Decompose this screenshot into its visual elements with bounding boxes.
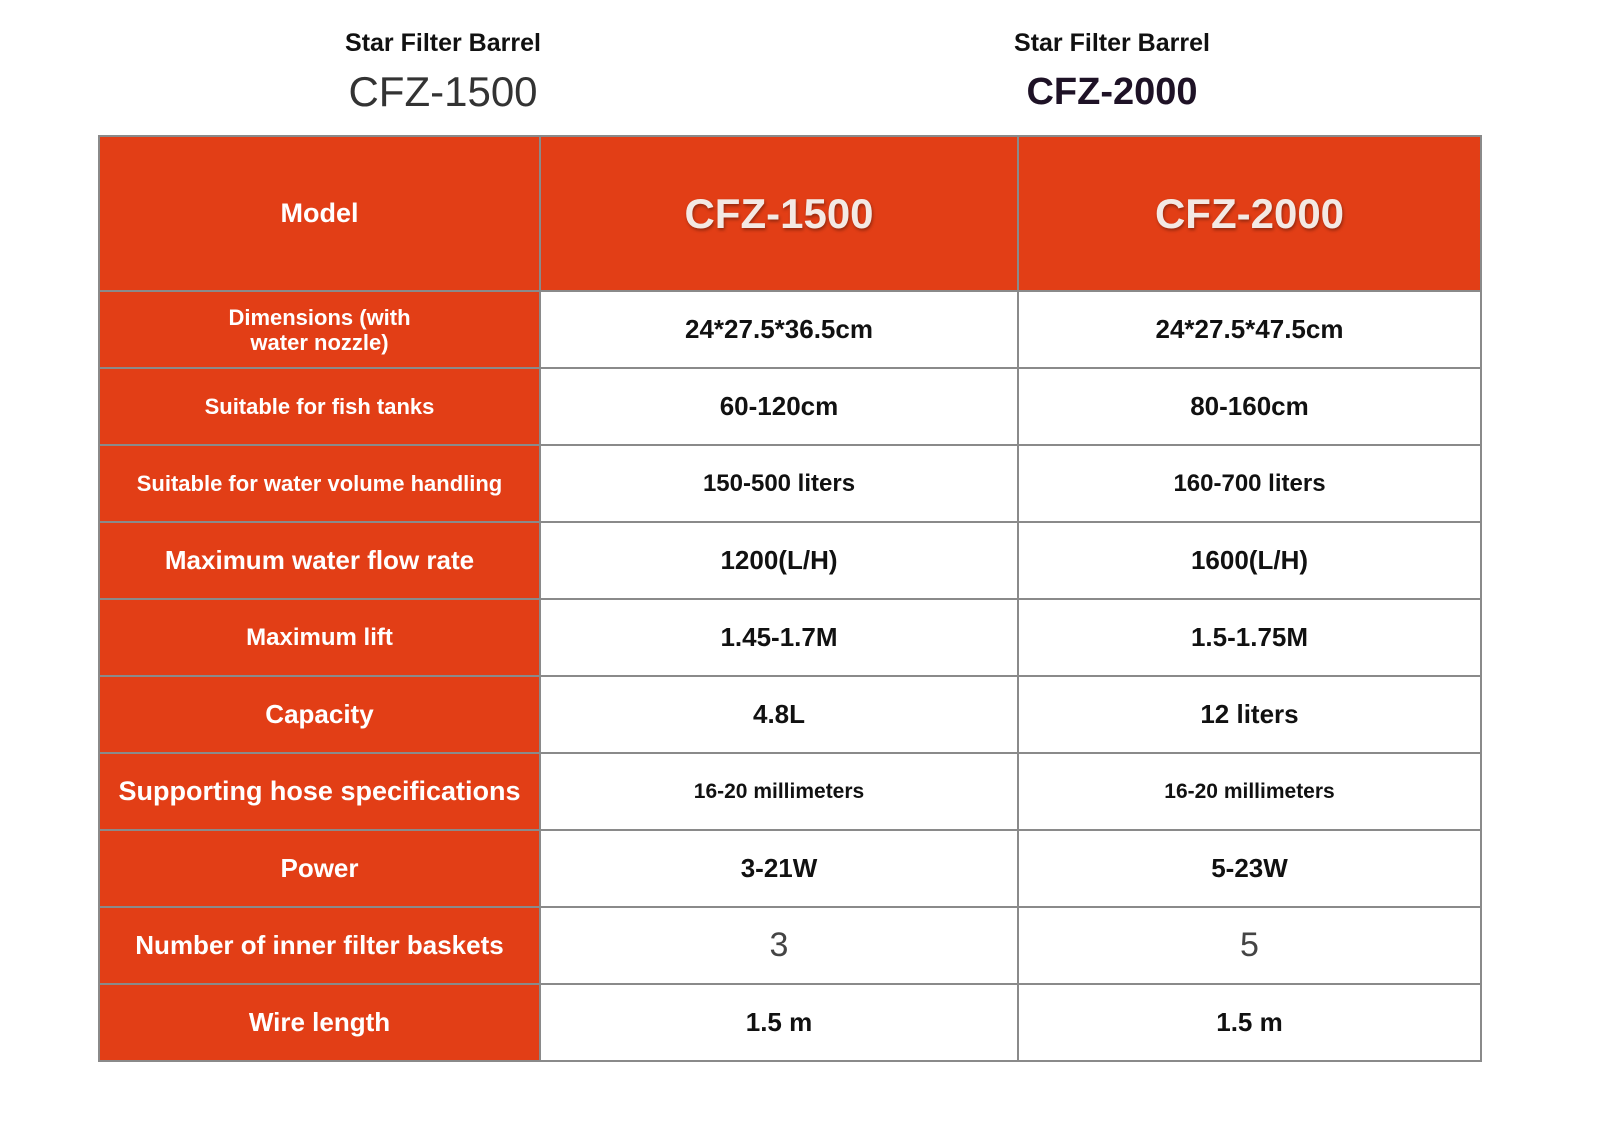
spec-value: 24*27.5*36.5cm [539, 290, 1019, 369]
row-label-text: Capacity [265, 699, 374, 729]
table-row: Capacity 4.8L 12 liters [98, 675, 1482, 754]
spec-value: 1.5 m [539, 983, 1019, 1062]
spec-table: Model CFZ-1500 CFZ-2000 Dimensions (with w… [98, 135, 1482, 1062]
row-label: Suitable for fish tanks [98, 367, 541, 446]
spec-value: 60-120cm [539, 367, 1019, 446]
row-label: Capacity [98, 675, 541, 754]
spec-value: 3 [539, 906, 1019, 985]
table-row: Suitable for water volume handling 150-50… [98, 444, 1482, 523]
spec-value: 1.5 m [1017, 983, 1482, 1062]
column-header: Model [98, 135, 541, 292]
spec-value: 160-700 liters [1017, 444, 1482, 523]
row-label-text: Number of inner filter baskets [135, 930, 504, 960]
row-label-text: Supporting hose specifications [118, 776, 521, 806]
column-header: CFZ-1500 [539, 135, 1019, 292]
spec-value: 80-160cm [1017, 367, 1482, 446]
spec-value: 1.5-1.75M [1017, 598, 1482, 677]
spec-value: 5-23W [1017, 829, 1482, 908]
table-row: Maximum lift 1.45-1.7M 1.5-1.75M [98, 598, 1482, 677]
header-row: Model CFZ-1500 CFZ-2000 [98, 135, 1482, 292]
table-row: Power 3-21W 5-23W [98, 829, 1482, 908]
row-label: Dimensions (with water nozzle) [98, 290, 541, 369]
row-label: Maximum lift [98, 598, 541, 677]
row-label-text: Dimensions (with water nozzle) [228, 304, 411, 355]
product-model: CFZ-2000 [1026, 71, 1198, 113]
table-row: Dimensions (with water nozzle) 24*27.5*36… [98, 290, 1482, 369]
table-row: Supporting hose specifications 16-20 mill… [98, 752, 1482, 831]
spec-value: 16-20 millimeters [1017, 752, 1482, 831]
spec-value: 16-20 millimeters [539, 752, 1019, 831]
table-row: Suitable for fish tanks 60-120cm 80-160cm [98, 367, 1482, 446]
product-subtitle: Star Filter Barrel [345, 29, 541, 57]
row-label-text: Wire length [248, 1007, 391, 1037]
table-row: Number of inner filter baskets 3 5 [98, 906, 1482, 985]
row-label-text: Suitable for water volume handling [136, 470, 503, 496]
row-label: Supporting hose specifications [98, 752, 541, 831]
row-label: Power [98, 829, 541, 908]
product-heading: Star Filter Barrel CFZ-2000 [912, 26, 1312, 120]
table-body: Dimensions (with water nozzle) 24*27.5*36… [98, 290, 1482, 1062]
spec-value: 5 [1017, 906, 1482, 985]
product-model: CFZ-1500 [348, 68, 538, 115]
spec-value: 1200(L/H) [539, 521, 1019, 600]
row-label: Maximum water flow rate [98, 521, 541, 600]
row-label-text: Maximum water flow rate [164, 545, 475, 575]
product-heading: Star Filter Barrel CFZ-1500 [243, 26, 643, 120]
spec-value: 1600(L/H) [1017, 521, 1482, 600]
row-label-text: Power [280, 853, 359, 883]
spec-value: 12 liters [1017, 675, 1482, 754]
row-label: Wire length [98, 983, 541, 1062]
spec-value: 24*27.5*47.5cm [1017, 290, 1482, 369]
spec-value: 4.8L [539, 675, 1019, 754]
table-row: Wire length 1.5 m 1.5 m [98, 983, 1482, 1062]
row-label-text: Maximum lift [246, 623, 393, 651]
row-label: Suitable for water volume handling [98, 444, 541, 523]
row-label-text: Suitable for fish tanks [204, 393, 435, 419]
table-row: Maximum water flow rate 1200(L/H) 1600(L/H… [98, 521, 1482, 600]
column-header: CFZ-2000 [1017, 135, 1482, 292]
spec-value: 150-500 liters [539, 444, 1019, 523]
row-label: Number of inner filter baskets [98, 906, 541, 985]
spec-value: 1.45-1.7M [539, 598, 1019, 677]
spec-value: 3-21W [539, 829, 1019, 908]
product-subtitle: Star Filter Barrel [1014, 29, 1210, 57]
